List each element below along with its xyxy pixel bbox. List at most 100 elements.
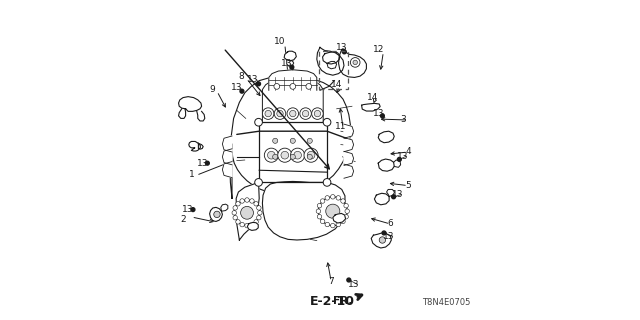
Circle shape — [278, 148, 292, 162]
Circle shape — [240, 199, 244, 203]
Polygon shape — [344, 124, 354, 138]
Circle shape — [340, 219, 345, 224]
Circle shape — [233, 206, 237, 210]
Polygon shape — [327, 61, 337, 69]
Circle shape — [255, 118, 262, 126]
Circle shape — [351, 58, 360, 67]
Circle shape — [317, 204, 322, 208]
Circle shape — [275, 108, 285, 119]
Circle shape — [291, 148, 305, 162]
Text: 13: 13 — [383, 232, 394, 241]
Text: T8N4E0705: T8N4E0705 — [422, 298, 470, 307]
Text: 13: 13 — [348, 280, 359, 289]
Circle shape — [325, 196, 330, 200]
Polygon shape — [223, 149, 232, 165]
Polygon shape — [269, 70, 317, 90]
Circle shape — [262, 108, 274, 119]
Circle shape — [316, 209, 321, 213]
Circle shape — [326, 204, 340, 218]
Circle shape — [250, 222, 254, 227]
Circle shape — [314, 110, 321, 117]
Text: 6: 6 — [388, 220, 393, 228]
Text: 13: 13 — [247, 75, 259, 84]
Circle shape — [306, 84, 312, 89]
Circle shape — [321, 219, 325, 224]
Circle shape — [290, 65, 294, 69]
Circle shape — [254, 202, 259, 206]
Polygon shape — [262, 77, 323, 122]
Circle shape — [304, 148, 318, 162]
Text: 13: 13 — [397, 152, 408, 161]
Text: 5: 5 — [405, 181, 411, 190]
Text: 13: 13 — [392, 190, 403, 199]
Circle shape — [232, 211, 237, 215]
Circle shape — [241, 206, 253, 219]
Circle shape — [257, 206, 261, 210]
Polygon shape — [287, 60, 294, 66]
Polygon shape — [371, 233, 392, 248]
Polygon shape — [344, 164, 354, 178]
Circle shape — [323, 118, 331, 126]
Circle shape — [274, 84, 280, 89]
Polygon shape — [339, 49, 366, 77]
Text: 2: 2 — [180, 215, 186, 224]
Circle shape — [257, 215, 261, 220]
Circle shape — [325, 222, 330, 227]
Circle shape — [397, 157, 401, 161]
Polygon shape — [387, 189, 394, 196]
Circle shape — [281, 151, 289, 159]
Circle shape — [273, 154, 278, 159]
Text: 13: 13 — [336, 44, 348, 52]
Circle shape — [330, 195, 335, 199]
Text: 7: 7 — [328, 277, 334, 286]
Circle shape — [250, 199, 254, 203]
Circle shape — [290, 154, 295, 159]
Text: 13: 13 — [231, 84, 243, 92]
Circle shape — [290, 138, 295, 143]
Circle shape — [258, 211, 262, 215]
Circle shape — [268, 151, 275, 159]
Circle shape — [382, 231, 386, 235]
Circle shape — [300, 108, 312, 119]
Text: 13: 13 — [281, 60, 292, 68]
Circle shape — [191, 208, 195, 212]
Polygon shape — [374, 193, 389, 205]
Circle shape — [345, 209, 349, 213]
Polygon shape — [333, 213, 346, 223]
Circle shape — [277, 110, 283, 117]
Text: 13: 13 — [196, 159, 208, 168]
Circle shape — [392, 195, 396, 199]
Circle shape — [342, 50, 346, 54]
Circle shape — [307, 138, 312, 143]
Circle shape — [312, 108, 323, 119]
Text: E-2-10: E-2-10 — [310, 295, 355, 308]
Circle shape — [379, 237, 385, 243]
Polygon shape — [236, 182, 259, 240]
Circle shape — [244, 223, 250, 228]
Polygon shape — [247, 222, 259, 230]
Polygon shape — [210, 207, 223, 221]
Circle shape — [323, 179, 331, 186]
Circle shape — [307, 154, 312, 159]
Text: 13: 13 — [374, 109, 385, 118]
Polygon shape — [378, 131, 394, 143]
Polygon shape — [394, 160, 401, 167]
Circle shape — [234, 200, 260, 226]
Circle shape — [344, 204, 348, 208]
Circle shape — [273, 138, 278, 143]
Polygon shape — [179, 97, 202, 111]
Text: FR.: FR. — [333, 296, 352, 306]
Polygon shape — [189, 141, 200, 151]
Circle shape — [290, 84, 296, 89]
Text: 14: 14 — [332, 80, 342, 89]
Circle shape — [236, 202, 240, 206]
Circle shape — [380, 114, 384, 118]
Circle shape — [287, 108, 298, 119]
Text: 3: 3 — [401, 116, 406, 124]
Text: 9: 9 — [209, 85, 214, 94]
Circle shape — [255, 179, 262, 186]
Polygon shape — [179, 109, 186, 118]
Polygon shape — [223, 162, 232, 178]
Circle shape — [214, 211, 220, 218]
Circle shape — [240, 222, 244, 227]
